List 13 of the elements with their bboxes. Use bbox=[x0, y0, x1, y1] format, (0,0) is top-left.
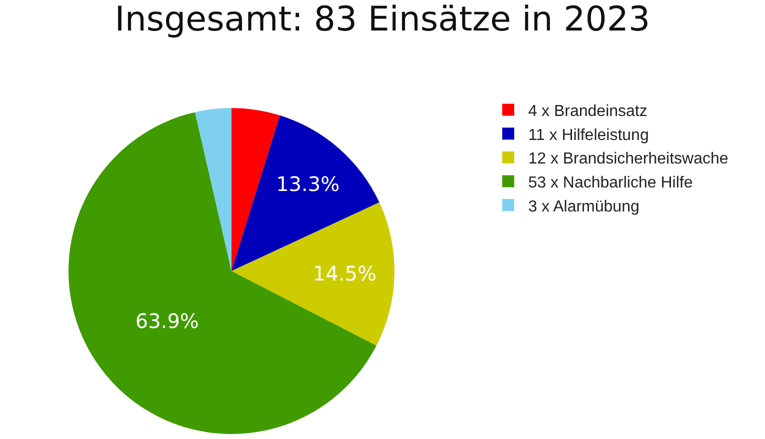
pie-slice bbox=[68, 112, 376, 434]
data-label: 63.9% bbox=[135, 309, 199, 334]
legend-label: 4 x Brandeinsatz bbox=[528, 103, 648, 120]
pie-slice bbox=[232, 202, 394, 346]
legend-label: 53 x Nachbarliche Hilfe bbox=[528, 174, 693, 192]
chart-title: Insgesamt: 83 Einsätze in 2023 bbox=[114, 0, 650, 40]
legend-label: 12 x Brandsicherheitswache bbox=[528, 150, 728, 168]
legend-label: 11 x Hilfeleistung bbox=[528, 126, 649, 144]
pie-slice bbox=[194, 108, 232, 272]
data-label: 14.5% bbox=[312, 261, 376, 286]
pie-slice bbox=[232, 108, 280, 272]
legend-label: 3 x Alarmübung bbox=[528, 198, 640, 216]
data-label: 13.3% bbox=[276, 172, 340, 196]
